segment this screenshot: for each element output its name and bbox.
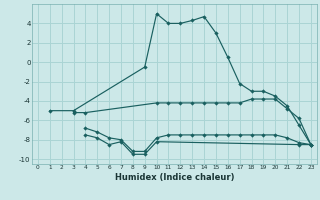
- X-axis label: Humidex (Indice chaleur): Humidex (Indice chaleur): [115, 173, 234, 182]
